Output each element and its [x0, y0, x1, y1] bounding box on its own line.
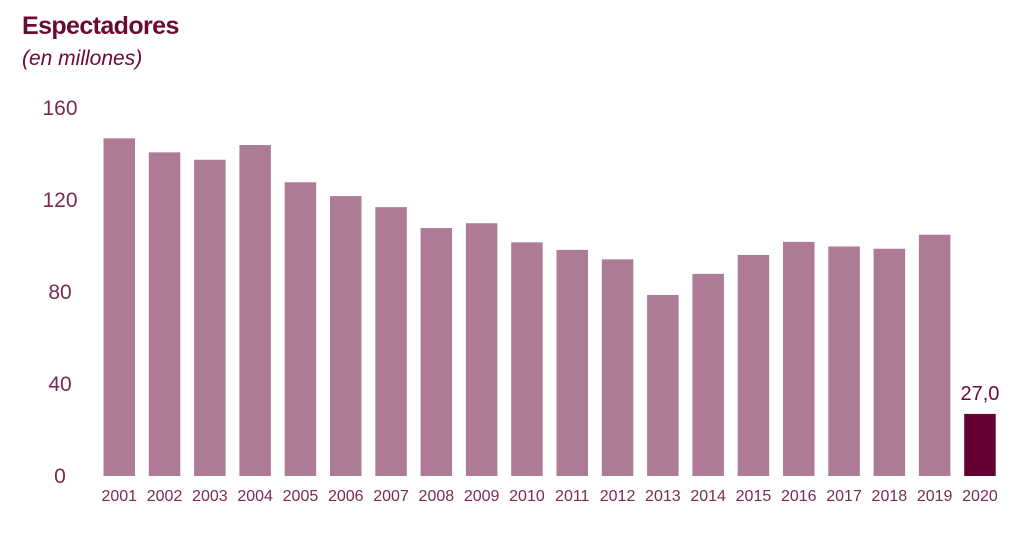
- chart-title: Espectadores: [22, 12, 179, 40]
- x-tick-label: 2010: [509, 488, 545, 505]
- x-tick-label: 2008: [419, 488, 455, 505]
- bar-2001: [103, 138, 135, 477]
- bar-2015: [737, 254, 770, 476]
- bar-2016: [783, 241, 815, 476]
- x-tick-label: 2012: [600, 488, 636, 505]
- bar-2008: [420, 228, 453, 476]
- bar-2018: [873, 248, 906, 476]
- x-tick-label: 2003: [192, 488, 228, 505]
- y-tick-label: 160: [42, 97, 77, 120]
- bar-2012: [601, 259, 634, 476]
- y-tick-label: 40: [48, 373, 71, 396]
- bar-2003: [194, 159, 226, 476]
- x-tick-label: 2001: [101, 488, 137, 505]
- x-tick-label: 2013: [645, 488, 681, 505]
- x-tick-label: 2019: [917, 488, 953, 505]
- bar-2006: [330, 196, 362, 476]
- bar-2004: [239, 145, 271, 476]
- y-tick-label: 80: [48, 281, 71, 304]
- x-tick-label: 2005: [283, 488, 319, 505]
- x-tick-label: 2015: [736, 488, 772, 505]
- bar-2002: [148, 152, 181, 476]
- bar-2009: [465, 223, 498, 476]
- chart-subtitle: (en millones): [22, 47, 143, 70]
- x-tick-label: 2009: [464, 488, 500, 505]
- bar-2010: [511, 242, 543, 476]
- x-tick-label: 2014: [690, 488, 726, 505]
- bar-2014: [692, 273, 724, 476]
- data-label-2020: 27,0: [960, 383, 999, 405]
- x-tick-label: 2020: [962, 488, 998, 505]
- x-tick-label: 2006: [328, 488, 364, 505]
- bar-2013: [647, 294, 679, 476]
- bar-2011: [556, 249, 588, 476]
- x-tick-label: 2002: [147, 488, 183, 505]
- bar-2005: [284, 182, 317, 477]
- x-tick-label: 2017: [826, 488, 862, 505]
- bar-2007: [375, 207, 407, 476]
- x-tick-label: 2011: [555, 488, 590, 505]
- bar-2017: [828, 246, 860, 476]
- bar-2019: [918, 234, 951, 476]
- x-tick-label: 2018: [872, 488, 908, 505]
- y-tick-label: 120: [42, 189, 77, 212]
- x-tick-label: 2004: [237, 488, 273, 505]
- y-tick-label: 0: [54, 465, 66, 488]
- bar-2020: [964, 413, 996, 476]
- x-tick-label: 2016: [781, 488, 817, 505]
- x-tick-label: 2007: [373, 488, 409, 505]
